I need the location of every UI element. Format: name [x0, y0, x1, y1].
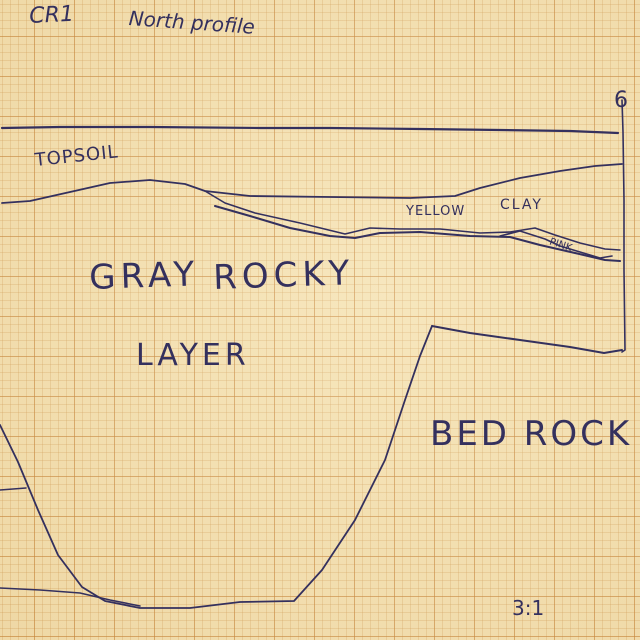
pink-zone-line: [499, 230, 613, 259]
depth-tick-label: 6: [614, 88, 628, 113]
ground-surface-line: [0, 125, 620, 135]
layer-label: LAYER: [136, 338, 250, 373]
left-tick-upper: [0, 487, 27, 491]
lower-baseline: [0, 587, 141, 607]
scale-label: 3:1: [512, 596, 545, 620]
section-ref-label: CR1: [28, 1, 75, 30]
topsoil-boundary: [1, 163, 623, 204]
yellow-clay-lower: [214, 205, 621, 262]
clay-label: CLAY: [500, 197, 543, 213]
yellow-label: YELLOW: [406, 204, 466, 219]
bedrock-top-line: [431, 325, 623, 354]
rocky-label: ROCKY: [212, 253, 355, 298]
bedrock-contact-curve: [0, 325, 433, 609]
yellow-clay-upper: [204, 190, 621, 251]
section-edge-line: [621, 99, 626, 353]
bedrock-label: BED ROCK: [430, 414, 633, 454]
gray-label: GRAY: [88, 254, 200, 298]
